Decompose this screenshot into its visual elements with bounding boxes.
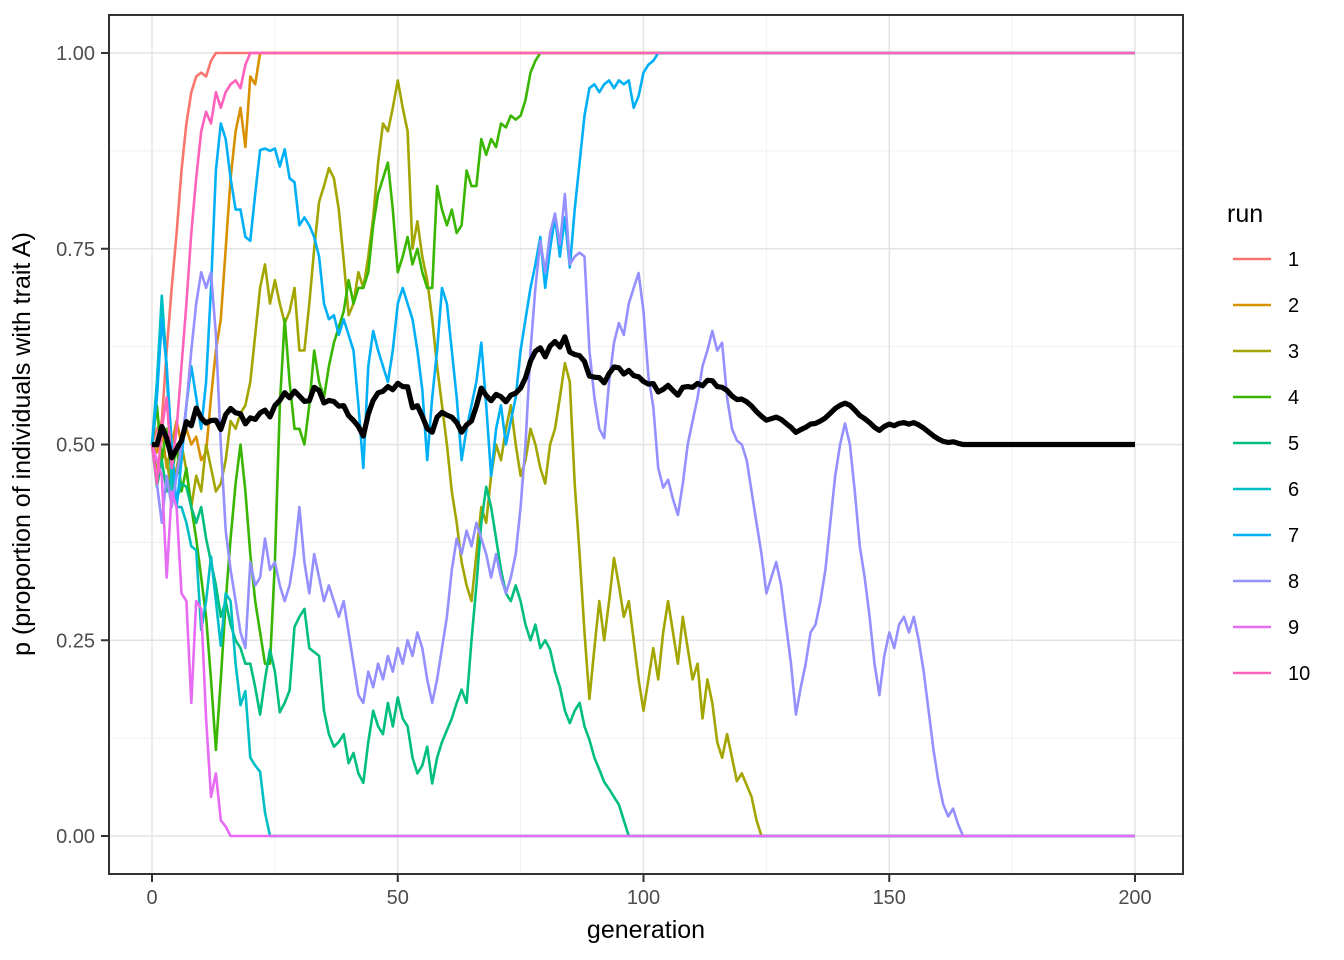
legend-item-label-4: 4 <box>1288 387 1299 409</box>
mean-line <box>151 334 1135 461</box>
run-line-7 <box>150 51 1135 509</box>
y-tick-label-0.75: 0.75 <box>56 239 95 261</box>
run-line-8 <box>150 192 1135 838</box>
legend-item-8: 8 <box>1233 571 1299 593</box>
legend: run 1 2 3 4 5 6 7 8 9 10 <box>1227 200 1310 685</box>
run-line-10 <box>150 51 1135 485</box>
legend-item-label-2: 2 <box>1288 295 1299 317</box>
axis-ticks <box>101 52 1136 882</box>
legend-item-label-10: 10 <box>1288 663 1310 685</box>
legend-item-10: 10 <box>1233 663 1310 685</box>
x-tick-label-100: 100 <box>627 887 660 909</box>
y-axis-title: p (proportion of individuals with trait … <box>8 232 36 656</box>
legend-item-label-3: 3 <box>1288 341 1299 363</box>
legend-item-3: 3 <box>1233 341 1299 363</box>
legend-item-4: 4 <box>1233 387 1299 409</box>
x-axis-title: generation <box>587 916 705 944</box>
y-tick-label-0.50: 0.50 <box>56 435 95 457</box>
legend-item-label-8: 8 <box>1288 571 1299 593</box>
legend-item-label-6: 6 <box>1288 479 1299 501</box>
legend-item-label-9: 9 <box>1288 617 1299 639</box>
run-line-4 <box>150 51 1135 752</box>
x-tick-label-50: 50 <box>387 887 409 909</box>
legend-item-9: 9 <box>1233 617 1299 639</box>
legend-item-5: 5 <box>1233 433 1299 455</box>
axis-tick-labels: 0 50 100 150 200 0.00 0.25 0.50 0.75 1.00 <box>56 43 1152 909</box>
legend-title: run <box>1227 200 1263 228</box>
y-tick-label-0.25: 0.25 <box>56 630 95 652</box>
y-tick-label-0.00: 0.00 <box>56 826 95 848</box>
legend-item-label-1: 1 <box>1288 249 1299 271</box>
run-line-9 <box>150 444 1135 838</box>
legend-item-label-7: 7 <box>1288 525 1299 547</box>
legend-item-label-5: 5 <box>1288 433 1299 455</box>
y-tick-label-1.00: 1.00 <box>56 43 95 65</box>
legend-item-6: 6 <box>1233 479 1299 501</box>
x-tick-label-200: 200 <box>1118 887 1151 909</box>
run-line-1 <box>150 51 1135 445</box>
mean-line-layer <box>151 334 1135 461</box>
x-tick-label-150: 150 <box>873 887 906 909</box>
x-tick-label-0: 0 <box>146 887 157 909</box>
legend-item-2: 2 <box>1233 295 1299 317</box>
legend-item-1: 1 <box>1233 249 1299 271</box>
run-lines <box>150 51 1135 838</box>
legend-item-7: 7 <box>1233 525 1299 547</box>
